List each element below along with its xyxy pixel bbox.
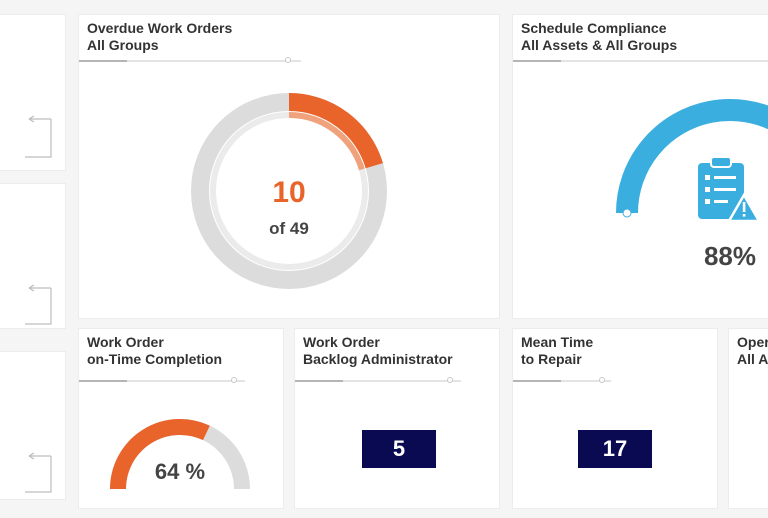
card-title: Mean Time to Repair — [521, 334, 593, 368]
card-title: Oper All A — [737, 334, 768, 368]
title-line-1: Oper — [737, 334, 768, 350]
return-arrow-icon[interactable] — [25, 452, 55, 497]
title-line-1: Mean Time — [521, 334, 594, 350]
left-card-3[interactable] — [0, 351, 66, 500]
mttr-value-box: 17 — [578, 430, 652, 468]
clipboard-warning-icon — [698, 156, 762, 223]
card-title: Work Order on-Time Completion — [87, 334, 222, 368]
return-arrow-icon[interactable] — [25, 115, 55, 165]
title-line-1: Schedule Compliance — [521, 20, 667, 36]
title-divider — [513, 60, 768, 62]
card-title: Work Order Backlog Administrator — [303, 334, 453, 368]
gauge-value-arc — [616, 99, 768, 214]
card-title: Schedule Compliance All Assets & All Gro… — [521, 20, 677, 54]
mean-time-to-repair-card[interactable]: Mean Time to Repair 17 — [512, 328, 718, 509]
backlog-administrator-card[interactable]: Work Order Backlog Administrator 5 — [294, 328, 500, 509]
title-line-1: Overdue Work Orders — [87, 20, 233, 36]
overdue-value: 10 — [272, 176, 305, 209]
title-line-1: Work Order — [87, 334, 164, 350]
title-divider — [295, 377, 461, 383]
title-line-2: to Repair — [521, 351, 582, 367]
schedule-gauge: 88% — [616, 99, 768, 271]
card-title: Overdue Work Orders All Groups — [87, 20, 232, 54]
on-time-gauge: 64 % — [110, 419, 250, 490]
title-divider — [513, 377, 611, 383]
title-line-2: on-Time Completion — [87, 351, 223, 367]
donut-value-arc-inner — [288, 112, 365, 171]
title-line-2: All Assets & All Groups — [521, 37, 678, 53]
title-line-2: All A — [737, 351, 768, 367]
overdue-total: of 49 — [269, 219, 309, 238]
gauge-value-arc — [110, 419, 210, 490]
on-time-completion-card[interactable]: Work Order on-Time Completion 64 % — [78, 328, 284, 509]
left-card-1[interactable] — [0, 14, 66, 171]
left-card-2[interactable] — [0, 183, 66, 329]
backlog-value-box: 5 — [362, 430, 436, 468]
donut-value-arc — [288, 93, 383, 169]
gauge-start-dot — [622, 208, 632, 218]
overdue-work-orders-card[interactable]: Overdue Work Orders All Groups 10 of 49 — [78, 14, 500, 319]
schedule-compliance-card[interactable]: Schedule Compliance All Assets & All Gro… — [512, 14, 768, 319]
on-time-percent: 64 % — [155, 459, 205, 484]
title-divider — [79, 57, 301, 63]
title-line-2: All Groups — [87, 37, 159, 53]
title-line-2: Backlog Administrator — [303, 351, 453, 367]
return-arrow-icon[interactable] — [25, 284, 55, 329]
title-divider — [79, 377, 245, 383]
title-line-1: Work Order — [303, 334, 380, 350]
schedule-percent: 88% — [704, 241, 756, 271]
partial-card[interactable]: Oper All A — [728, 328, 768, 509]
overdue-donut-chart: 10 of 49 — [191, 93, 387, 289]
